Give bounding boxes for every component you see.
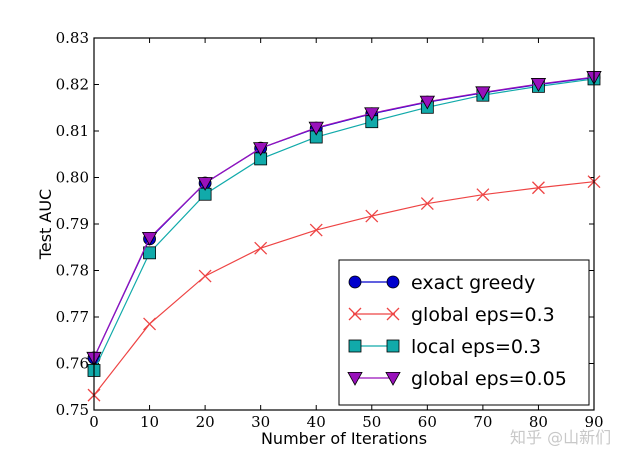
legend-marker xyxy=(385,371,401,386)
legend-marker xyxy=(348,339,362,353)
x-tick-label: 80 xyxy=(529,413,548,431)
y-tick-label: 0.75 xyxy=(56,401,89,419)
data-point xyxy=(143,246,156,260)
x-tick-label: 70 xyxy=(473,413,492,431)
legend-item: global eps=0.05 xyxy=(347,368,567,390)
legend-label: global eps=0.3 xyxy=(411,304,555,326)
y-tick-label: 0.82 xyxy=(56,76,89,94)
plot-frame xyxy=(93,37,595,411)
series-line xyxy=(93,181,595,396)
data-point xyxy=(475,86,491,101)
x-tick-label: 10 xyxy=(140,413,159,431)
data-point xyxy=(364,107,380,122)
y-tick-label: 0.77 xyxy=(56,308,89,326)
x-tick-label: 20 xyxy=(196,413,215,431)
x-tick-label: 40 xyxy=(307,413,326,431)
data-point xyxy=(254,241,268,255)
x-axis-label: Number of Iterations xyxy=(261,429,427,448)
series-line xyxy=(93,76,595,359)
legend-item: global eps=0.3 xyxy=(348,304,555,326)
x-tick-label: 30 xyxy=(251,413,270,431)
legend-label: exact greedy xyxy=(411,272,535,294)
series-square xyxy=(87,72,601,377)
y-axis-label: Test AUC xyxy=(36,189,55,260)
y-tick-label: 0.76 xyxy=(56,355,89,373)
legend-marker xyxy=(386,307,400,321)
data-point xyxy=(530,78,547,92)
x-tick-label: 90 xyxy=(584,413,603,431)
data-point xyxy=(141,231,158,246)
y-tick-label: 0.79 xyxy=(56,215,89,233)
y-tick-label: 0.83 xyxy=(56,29,89,47)
legend-item: exact greedy xyxy=(348,272,535,294)
watermark: 知乎 @山新们 xyxy=(510,428,612,447)
data-point xyxy=(420,197,434,210)
data-point xyxy=(309,223,323,237)
legend-marker xyxy=(347,371,363,386)
data-point xyxy=(531,181,545,195)
x-tick-label: 50 xyxy=(362,413,381,431)
x-tick-label: 60 xyxy=(418,413,437,431)
legend-marker xyxy=(348,307,362,321)
data-point xyxy=(197,177,213,191)
data-point xyxy=(252,142,269,157)
y-tick-label: 0.81 xyxy=(56,122,89,140)
legend: exact greedy global eps=0.3 local eps=0.3 g… xyxy=(338,259,590,406)
data-point xyxy=(419,95,436,110)
y-tick-label: 0.78 xyxy=(56,262,89,280)
data-point xyxy=(365,209,379,223)
data-point xyxy=(198,269,212,283)
series-line xyxy=(93,78,595,371)
legend-marker xyxy=(348,275,362,289)
data-point xyxy=(308,121,324,136)
y-tick-label: 0.80 xyxy=(56,169,89,187)
legend-marker xyxy=(386,339,400,353)
legend-label: local eps=0.3 xyxy=(411,336,541,358)
legend-box xyxy=(338,259,590,406)
legend-label: global eps=0.05 xyxy=(411,368,567,390)
data-point xyxy=(476,188,490,202)
tick-labels: 0 10 20 30 40 50 60 70 80 90 0.75 0.76 0.77 0.78 0.79 0… xyxy=(56,29,604,431)
x-tick-label: 0 xyxy=(89,413,99,431)
data-point xyxy=(143,317,157,331)
legend-item: local eps=0.3 xyxy=(348,336,541,358)
legend-marker xyxy=(386,275,400,289)
series-x xyxy=(87,175,601,402)
